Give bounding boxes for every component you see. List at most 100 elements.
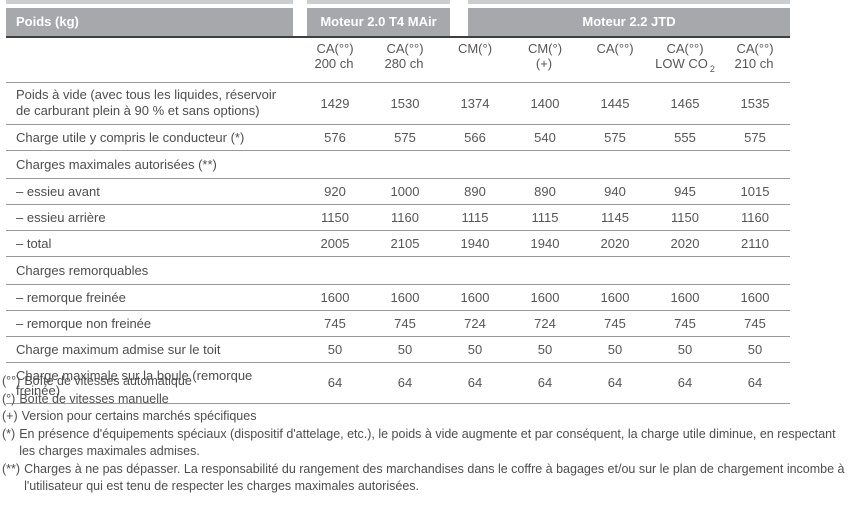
- column-header-line1: CA(°°): [666, 41, 704, 56]
- value-cell: 1600: [460, 289, 490, 305]
- engine-group-2: Moteur 2.2 JTD: [450, 0, 790, 36]
- footnote: (+) Version pour certains marchés spécif…: [2, 408, 850, 426]
- value-cell: 745: [394, 315, 416, 331]
- footnote-text: Charges à ne pas dépasser. La responsabi…: [24, 461, 845, 494]
- row-label: Charge utile y compris le conducteur (*): [16, 129, 245, 145]
- value-cell: 1940: [530, 235, 560, 251]
- footnote-text: Version pour certains marchés spécifique…: [21, 409, 257, 423]
- value-cell: 1600: [530, 289, 560, 305]
- value-cell: 920: [324, 183, 346, 199]
- value-cell: 1000: [390, 183, 420, 199]
- value-cell: 1535: [740, 95, 770, 111]
- footnote-text: Boîte de vitesses automatique: [24, 374, 192, 388]
- column-header-line1: CA(°°): [316, 41, 354, 56]
- value-cell: 1115: [461, 209, 489, 225]
- column-header-line2: [614, 56, 616, 77]
- weights-table: Poids (kg) Moteur 2.0 T4 MAir Moteur 2.2…: [6, 0, 790, 404]
- value-cell: 555: [674, 129, 696, 145]
- table-row: Poids à vide (avec tous les liquides, ré…: [6, 83, 790, 125]
- footnote-marker: (°°): [2, 374, 21, 388]
- value-cell: 50: [467, 341, 483, 357]
- column-header: CA(°°) 280 ch: [370, 38, 440, 82]
- section-row: Charges maximales autorisées (**): [6, 151, 790, 179]
- footnote-marker: (+): [2, 409, 18, 423]
- column-header-line2: 200 ch: [314, 56, 354, 71]
- column-header: CM(°) (+): [510, 38, 580, 82]
- section-label: Charges remorquables: [16, 262, 149, 278]
- column-header-line1: CM(°): [527, 41, 563, 56]
- footnote-marker: (**): [2, 461, 21, 476]
- value-cell: 64: [677, 375, 693, 391]
- value-cell: 1160: [391, 209, 419, 225]
- footnote-text: Boîte de vitesses manuelle: [19, 391, 169, 406]
- row-label: – essieu avant: [16, 183, 100, 199]
- footnote-marker: (°): [2, 391, 16, 406]
- value-cell: 64: [537, 375, 553, 391]
- header-strip: [307, 0, 450, 4]
- footnote-marker: (*): [2, 426, 16, 441]
- row-label: – essieu arrière: [16, 209, 106, 225]
- value-cell: 1115: [531, 209, 559, 225]
- value-cell: 1160: [741, 209, 769, 225]
- value-cell: 50: [397, 341, 413, 357]
- value-cell: 1150: [321, 209, 349, 225]
- value-cell: 1374: [460, 95, 490, 111]
- engine-group-1-label: Moteur 2.0 T4 MAir: [307, 8, 450, 36]
- corner-header: Poids (kg): [6, 0, 300, 36]
- value-cell: 1445: [600, 95, 630, 111]
- value-cell: 745: [674, 315, 696, 331]
- value-cell: 1940: [460, 235, 490, 251]
- value-cell: 945: [674, 183, 696, 199]
- value-cell: 50: [747, 341, 763, 357]
- value-cell: 575: [604, 129, 626, 145]
- value-cell: 2105: [390, 235, 420, 251]
- value-cell: 540: [534, 129, 556, 145]
- value-cell: 1015: [740, 183, 770, 199]
- column-header-line2: 210 ch: [734, 56, 774, 71]
- table-row: Charge maximale sur la boule (remorque f…: [6, 363, 790, 404]
- column-header-row: CA(°°) 200 ch CA(°°) 280 ch CM(°) CM(°) …: [6, 38, 790, 83]
- value-cell: 566: [464, 129, 486, 145]
- section-label: Charges maximales autorisées (**): [16, 156, 217, 172]
- value-cell: 724: [534, 315, 556, 331]
- value-cell: 50: [677, 341, 693, 357]
- value-cell: 1530: [390, 95, 420, 111]
- value-cell: 1600: [740, 289, 770, 305]
- table-row: – remorque non freinée 745 745 724 724 7…: [6, 311, 790, 337]
- value-cell: 1150: [671, 209, 699, 225]
- column-header-line2: LOW CO 2: [655, 56, 715, 74]
- value-cell: 745: [744, 315, 766, 331]
- value-cell: 64: [607, 375, 623, 391]
- row-label: – remorque non freinée: [16, 315, 152, 331]
- value-cell: 1600: [320, 289, 350, 305]
- value-cell: 1429: [320, 95, 350, 111]
- value-cell: 1145: [601, 209, 629, 225]
- row-label: Poids à vide (avec tous les liquides, ré…: [16, 86, 277, 118]
- table-row: – total 2005 2105 1940 1940 2020 2020 21…: [6, 231, 790, 257]
- column-header-line1: CA(°°): [736, 41, 774, 56]
- value-cell: 575: [394, 129, 416, 145]
- value-cell: 576: [324, 129, 346, 145]
- table-row: – remorque freinée 1600 1600 1600 1600 1…: [6, 285, 790, 311]
- section-row: Charges remorquables: [6, 257, 790, 285]
- column-header-line2: [474, 56, 476, 77]
- value-cell: 1465: [670, 95, 700, 111]
- column-header: CM(°): [440, 38, 510, 82]
- value-cell: 2020: [670, 235, 700, 251]
- value-cell: 724: [464, 315, 486, 331]
- table-row: – essieu arrière 1150 1160 1115 1115 114…: [6, 205, 790, 231]
- value-cell: 50: [327, 341, 343, 357]
- value-cell: 2110: [741, 235, 769, 251]
- footnotes: (°°) Boîte de vitesses automatique (°) B…: [2, 373, 850, 496]
- column-header-line1: CM(°): [457, 41, 493, 56]
- value-cell: 940: [604, 183, 626, 199]
- value-cell: 2020: [600, 235, 630, 251]
- column-header: CA(°°) 210 ch: [720, 38, 790, 82]
- column-header-line1: CA(°°): [386, 41, 424, 56]
- value-cell: 745: [604, 315, 626, 331]
- value-cell: 50: [537, 341, 553, 357]
- footnote: (*) En présence d'équipements spéciaux (…: [2, 426, 850, 461]
- footnote: (°°) Boîte de vitesses automatique: [2, 373, 850, 391]
- table-header-bars: Poids (kg) Moteur 2.0 T4 MAir Moteur 2.2…: [6, 0, 790, 38]
